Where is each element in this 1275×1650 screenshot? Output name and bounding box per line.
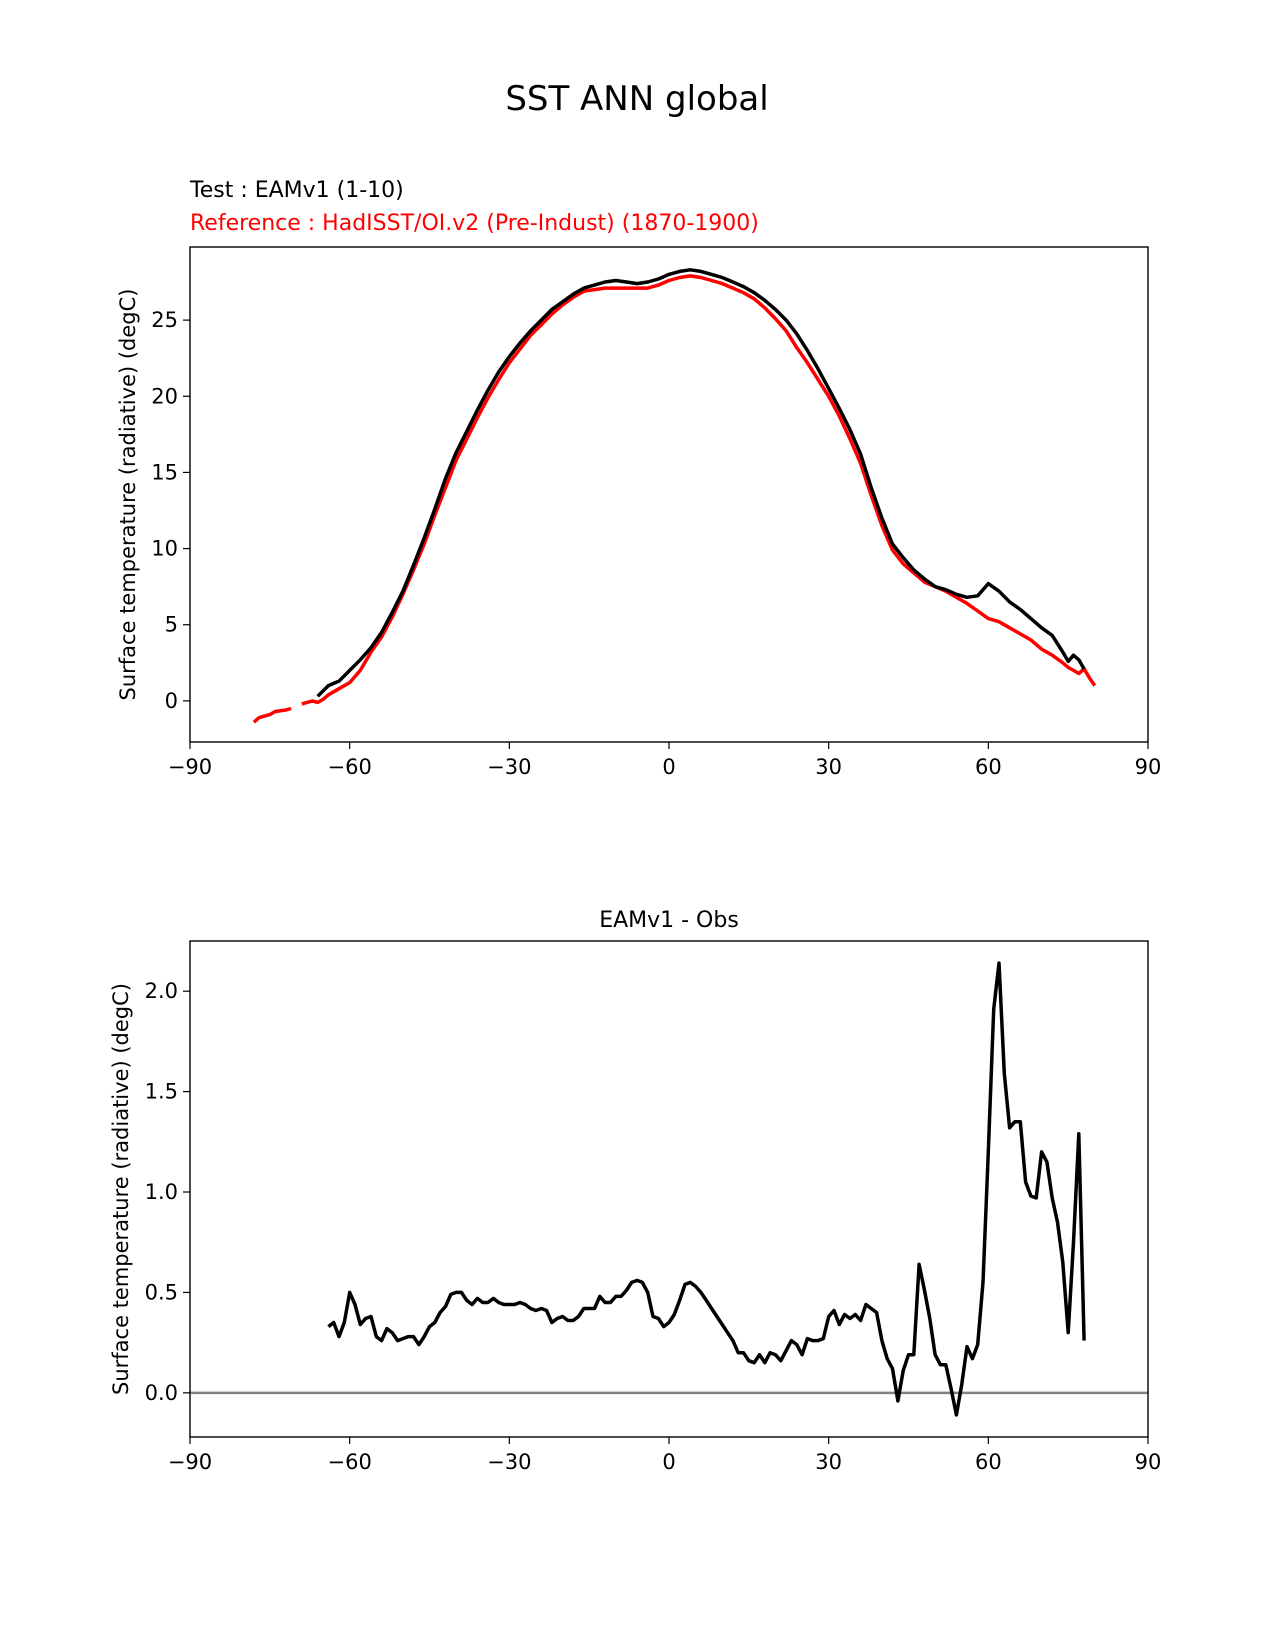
x-tick-label: 60	[975, 1450, 1002, 1474]
y-tick-label: 20	[151, 384, 178, 408]
bottom-panel-axes: −90 −60 −30 0 30 60 90 0.0 0.5 1.0 1.5 2.0	[145, 979, 1162, 1474]
y-tick-label: 0	[165, 689, 178, 713]
difference-line	[327, 961, 1086, 1417]
bottom-panel-title: EAMv1 - Obs	[599, 908, 739, 933]
test-label: Test : EAMv1 (1-10)	[189, 178, 404, 203]
y-tick-label: 2.0	[145, 979, 178, 1003]
x-tick-label: −90	[168, 1450, 212, 1474]
x-tick-label: 0	[662, 1450, 675, 1474]
x-tick-label: −30	[487, 755, 531, 779]
y-tick-label: 1.0	[145, 1180, 178, 1204]
x-tick-label: −30	[487, 1450, 531, 1474]
top-panel-lines	[252, 268, 1097, 724]
y-tick-label: 1.5	[145, 1080, 178, 1104]
x-tick-label: 90	[1135, 1450, 1162, 1474]
y-tick-label: 15	[151, 460, 178, 484]
reference-line	[252, 706, 292, 724]
y-tick-label: 5	[165, 613, 178, 637]
y-tick-label: 25	[151, 308, 178, 332]
top-panel: Test : EAMv1 (1-10) Reference : HadISST/…	[116, 178, 1161, 779]
reference-line	[301, 274, 1097, 706]
x-tick-label: −60	[328, 1450, 372, 1474]
x-tick-label: 0	[662, 755, 675, 779]
x-tick-label: −90	[168, 755, 212, 779]
bottom-panel-frame	[189, 940, 1149, 1438]
top-panel-ylabel: Surface temperature (radiative) (degC)	[116, 289, 140, 701]
x-tick-label: 90	[1135, 755, 1162, 779]
top-panel-frame	[189, 246, 1149, 743]
x-tick-label: 60	[975, 755, 1002, 779]
top-panel-axes: −90 −60 −30 0 30 60 90 0 5 10 15 20 25	[151, 308, 1161, 779]
reference-label: Reference : HadISST/OI.v2 (Pre-Indust) (…	[190, 211, 759, 236]
x-tick-label: 30	[815, 755, 842, 779]
y-tick-label: 10	[151, 537, 178, 561]
bottom-panel-lines	[190, 961, 1148, 1417]
x-tick-label: 30	[815, 1450, 842, 1474]
figure-title: SST ANN global	[505, 79, 768, 119]
x-tick-label: −60	[328, 755, 372, 779]
bottom-panel: EAMv1 - Obs −90 −60 −30 0 30 60 90 0.0 0.5 1.0 1.5…	[109, 908, 1161, 1474]
y-tick-label: 0.5	[145, 1280, 178, 1304]
y-tick-label: 0.0	[145, 1381, 178, 1405]
bottom-panel-ylabel: Surface temperature (radiative) (degC)	[109, 983, 133, 1395]
test-line	[316, 268, 1086, 698]
